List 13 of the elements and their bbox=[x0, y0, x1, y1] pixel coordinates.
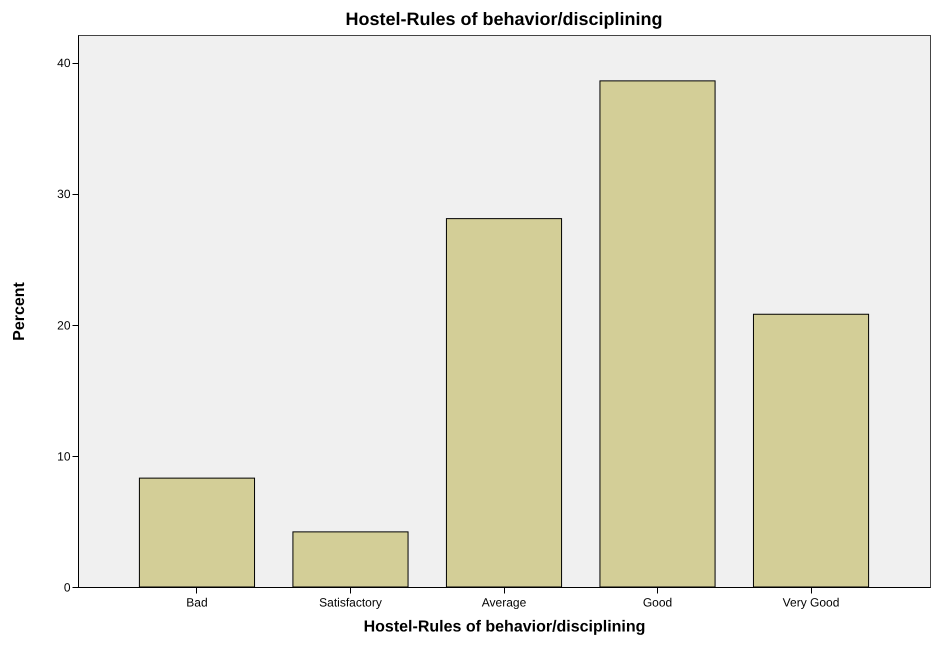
x-tick-label: Good bbox=[642, 596, 672, 610]
x-axis-title: Hostel-Rules of behavior/disciplining bbox=[364, 618, 646, 636]
y-tick-label: 10 bbox=[57, 449, 71, 464]
x-tick-label: Bad bbox=[186, 596, 208, 610]
y-tick-label: 30 bbox=[57, 187, 71, 202]
y-tick-label: 40 bbox=[57, 56, 71, 70]
chart-title: Hostel-Rules of behavior/disciplining bbox=[345, 9, 663, 29]
y-axis-title: Percent bbox=[11, 281, 28, 341]
x-tick-label: Very Good bbox=[782, 596, 840, 610]
y-tick-label: 0 bbox=[64, 580, 71, 594]
x-tick-label: Average bbox=[482, 596, 527, 610]
y-tick-label: 20 bbox=[57, 318, 71, 332]
x-tick-label: Satisfactory bbox=[319, 596, 382, 610]
